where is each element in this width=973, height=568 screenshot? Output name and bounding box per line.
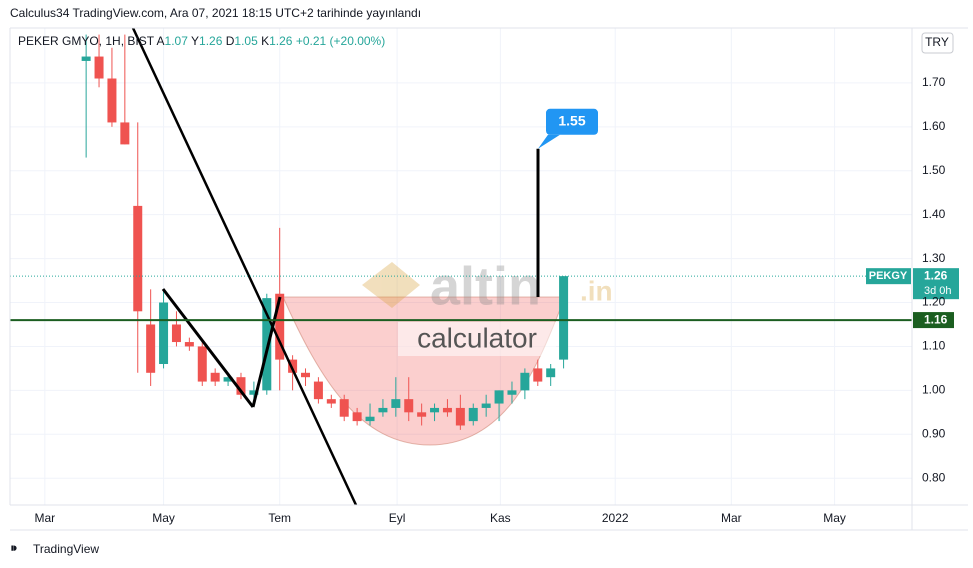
candle-body — [430, 407, 440, 413]
ohlc-value: 1.26 — [199, 34, 223, 48]
ohlc-prefix: A — [157, 34, 165, 48]
watermark-logo: altin .in — [362, 256, 613, 316]
candles — [81, 34, 569, 430]
candle-body — [507, 390, 517, 395]
candle-body — [417, 412, 427, 417]
trend-line — [251, 296, 282, 408]
candle-body — [197, 346, 207, 382]
candle-body — [481, 403, 491, 408]
candle-body — [559, 276, 569, 360]
x-tick-label: Eyl — [389, 511, 406, 525]
x-tick-label: May — [152, 511, 175, 525]
ohlc-value: 1.07 — [165, 34, 189, 48]
x-tick-label: Tem — [268, 511, 291, 525]
candle-body — [223, 377, 233, 382]
target-pointer — [538, 134, 560, 149]
logo: ⁍ — [10, 541, 18, 558]
header: Calculus34 TradingView.com, Ara 07, 2021… — [10, 6, 421, 20]
ticker: PEKGY — [869, 270, 908, 282]
candle-body — [455, 407, 465, 426]
y-tick-label: 1.50 — [922, 163, 946, 177]
target-bubble — [546, 108, 598, 135]
ticker-box — [866, 268, 911, 285]
y-tick-label: 1.30 — [922, 251, 946, 265]
watermark-caption: calculator — [417, 322, 537, 353]
candle-body — [94, 56, 104, 79]
candle-body — [210, 372, 220, 382]
candle-body — [391, 399, 401, 408]
trend-line — [131, 27, 358, 506]
y-tick-label: 0.90 — [922, 426, 946, 440]
candle-body — [249, 390, 259, 395]
y-tick-label: 1.70 — [922, 75, 946, 89]
level-box — [913, 312, 954, 329]
y-tick-label: 1.00 — [922, 383, 946, 397]
candle-body — [442, 407, 452, 413]
overlays: PEKGY 1.26 3d 0h 1.16 1.55 — [10, 108, 959, 329]
candle-body — [352, 412, 362, 422]
price-box — [913, 268, 959, 300]
x-tick-label: Mar — [721, 511, 742, 525]
countdown: 3d 0h — [924, 285, 952, 297]
watermark-suffix: .in — [580, 275, 613, 306]
x-tick-label: May — [823, 511, 846, 525]
symbol: PEKER GMYO, 1H, BIST — [18, 34, 155, 48]
y-tick-label: 1.10 — [922, 339, 946, 353]
legend: PEKER GMYO, 1H, BIST A1.07 Y1.26 D1.05 K… — [18, 34, 385, 48]
candle-body — [107, 78, 117, 123]
candle-body — [133, 205, 143, 312]
candle-body — [520, 372, 530, 391]
y-tick-label: 0.80 — [922, 470, 946, 484]
y-tick-label: 1.40 — [922, 207, 946, 221]
ohlc-value: 1.26 — [269, 34, 293, 48]
change: +0.21 (+20.00%) — [296, 34, 385, 48]
candle-body — [120, 122, 130, 145]
ohlc-prefix: Y — [191, 34, 199, 48]
candle-body — [365, 416, 375, 422]
candle-body — [378, 407, 388, 413]
watermark-box — [398, 322, 556, 356]
x-tick-label: Mar — [35, 511, 56, 525]
candle-body — [494, 390, 504, 404]
candle-body — [326, 399, 336, 404]
logo-diamond — [362, 262, 420, 308]
currency: TRY — [925, 35, 949, 49]
candle-body — [236, 377, 246, 395]
grid — [10, 28, 912, 505]
y-tick-label: 1.20 — [922, 295, 946, 309]
ohlc-prefix: D — [226, 34, 235, 48]
ohlc-value: 1.05 — [234, 34, 258, 48]
footer: TradingView — [33, 542, 99, 556]
x-tick-label: Kas — [490, 511, 511, 525]
ohlc-prefix: K — [261, 34, 269, 48]
candle-body — [339, 399, 349, 417]
candle-body — [468, 407, 478, 422]
candle-body — [171, 324, 181, 343]
level-label: 1.16 — [924, 312, 948, 326]
candle-body — [262, 298, 272, 391]
candle-body — [275, 293, 285, 360]
candle-body — [533, 368, 543, 382]
target-label: 1.55 — [558, 112, 585, 128]
candle-body — [313, 381, 323, 400]
watermark-brand: altin — [430, 256, 541, 316]
candle-body — [404, 399, 414, 413]
candle-body — [288, 359, 298, 373]
x-tick-label: 2022 — [602, 511, 629, 525]
candle-body — [146, 324, 156, 373]
trend-line — [161, 288, 255, 408]
candle-body — [301, 372, 311, 378]
candle-body — [159, 302, 169, 365]
candle-body — [546, 368, 556, 378]
legend-text: PEKER GMYO, 1H, BIST A1.07 Y1.26 D1.05 K… — [18, 34, 385, 48]
y-tick-label: 1.60 — [922, 119, 946, 133]
currency-box — [921, 32, 954, 54]
price-label: 1.26 — [924, 268, 948, 282]
candle-body — [81, 56, 91, 61]
candle-body — [184, 342, 194, 347]
